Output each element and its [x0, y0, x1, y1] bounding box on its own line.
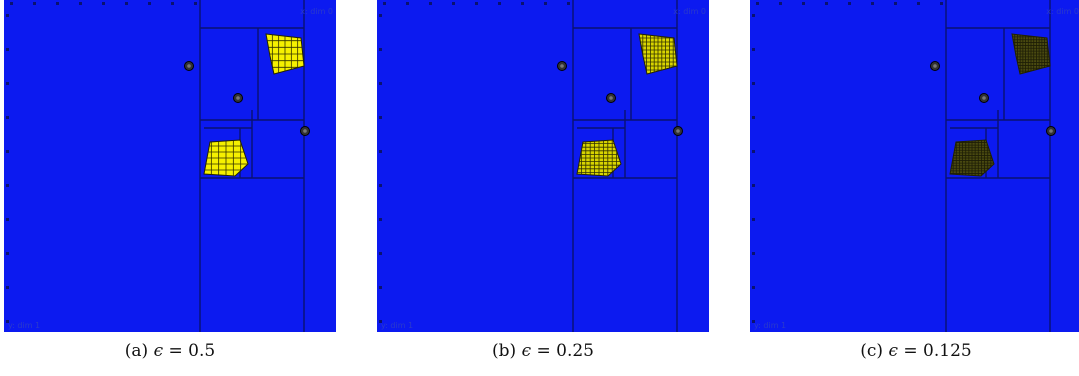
left-tick — [752, 150, 755, 153]
left-tick — [752, 116, 755, 119]
point-center — [982, 96, 986, 100]
y-axis-label: y: dim 1 — [754, 321, 786, 330]
left-tick — [6, 48, 9, 51]
left-tick — [6, 218, 9, 221]
blob-cell-grid — [1012, 34, 1050, 74]
left-tick — [379, 218, 382, 221]
top-tick — [894, 2, 897, 5]
left-tick — [6, 184, 9, 187]
top-tick — [79, 2, 82, 5]
top-tick — [802, 2, 805, 5]
top-tick — [848, 2, 851, 5]
point-center — [609, 96, 613, 100]
top-tick — [544, 2, 547, 5]
left-tick — [752, 286, 755, 289]
blob-top — [638, 33, 678, 75]
plot-c: x: dim 0 y: dim 1 — [750, 0, 1079, 332]
left-tick — [379, 14, 382, 17]
top-tick — [498, 2, 501, 5]
left-tick — [752, 82, 755, 85]
left-tick — [752, 218, 755, 221]
x-axis-label: x: dim 0 — [673, 7, 706, 16]
top-tick — [171, 2, 174, 5]
x-axis-label: x: dim 0 — [1046, 7, 1079, 16]
point-center — [187, 64, 191, 68]
left-tick — [6, 252, 9, 255]
left-tick — [379, 116, 382, 119]
top-tick — [756, 2, 759, 5]
left-tick — [379, 286, 382, 289]
panel-b: x: dim 0 y: dim 1 (b) ϵ = 0.25 — [377, 0, 709, 376]
top-tick — [102, 2, 105, 5]
panel-c: x: dim 0 y: dim 1 (c) ϵ = 0.125 — [750, 0, 1079, 376]
top-tick — [779, 2, 782, 5]
blob-cell-grid — [266, 34, 304, 74]
left-tick — [379, 82, 382, 85]
point-center — [676, 129, 680, 133]
top-tick — [825, 2, 828, 5]
point-center — [560, 64, 564, 68]
top-tick — [383, 2, 386, 5]
top-tick — [194, 2, 197, 5]
x-axis-label: x: dim 0 — [300, 7, 333, 16]
top-tick — [10, 2, 13, 5]
left-tick — [752, 48, 755, 51]
top-tick — [475, 2, 478, 5]
top-tick — [452, 2, 455, 5]
top-tick — [33, 2, 36, 5]
point-center — [236, 96, 240, 100]
caption-a: (a) ϵ = 0.5 — [124, 341, 216, 361]
blob-top — [265, 33, 305, 75]
blob-cell-grid — [577, 140, 621, 176]
left-tick — [6, 286, 9, 289]
left-tick — [6, 14, 9, 17]
blob-bottom — [949, 139, 995, 177]
blob-top — [1011, 33, 1051, 75]
top-tick — [871, 2, 874, 5]
top-tick — [56, 2, 59, 5]
top-tick — [148, 2, 151, 5]
left-tick — [379, 150, 382, 153]
blob-bottom — [576, 139, 622, 177]
top-tick — [917, 2, 920, 5]
y-axis-label: y: dim 1 — [381, 321, 413, 330]
left-tick — [752, 14, 755, 17]
point-center — [933, 64, 937, 68]
panel-a: x: dim 0 y: dim 1 (a) ϵ = 0.5 — [4, 0, 336, 376]
left-tick — [6, 320, 9, 323]
top-tick — [521, 2, 524, 5]
blob-cell-grid — [204, 140, 248, 176]
left-tick — [379, 252, 382, 255]
blob-bottom — [203, 139, 249, 177]
plot-b: x: dim 0 y: dim 1 — [377, 0, 709, 332]
left-tick — [379, 48, 382, 51]
point-center — [303, 129, 307, 133]
left-tick — [752, 320, 755, 323]
top-tick — [406, 2, 409, 5]
point-center — [1049, 129, 1053, 133]
left-tick — [6, 82, 9, 85]
caption-b: (b) ϵ = 0.25 — [492, 341, 594, 361]
left-tick — [6, 150, 9, 153]
caption-c: (c) ϵ = 0.125 — [860, 341, 972, 361]
top-tick — [429, 2, 432, 5]
plot-a: x: dim 0 y: dim 1 — [4, 0, 336, 332]
left-tick — [752, 184, 755, 187]
blob-cell-grid — [639, 34, 677, 74]
top-tick — [940, 2, 943, 5]
left-tick — [752, 252, 755, 255]
y-axis-label: y: dim 1 — [8, 321, 40, 330]
left-tick — [379, 184, 382, 187]
left-tick — [6, 116, 9, 119]
top-tick — [567, 2, 570, 5]
top-tick — [125, 2, 128, 5]
left-tick — [379, 320, 382, 323]
